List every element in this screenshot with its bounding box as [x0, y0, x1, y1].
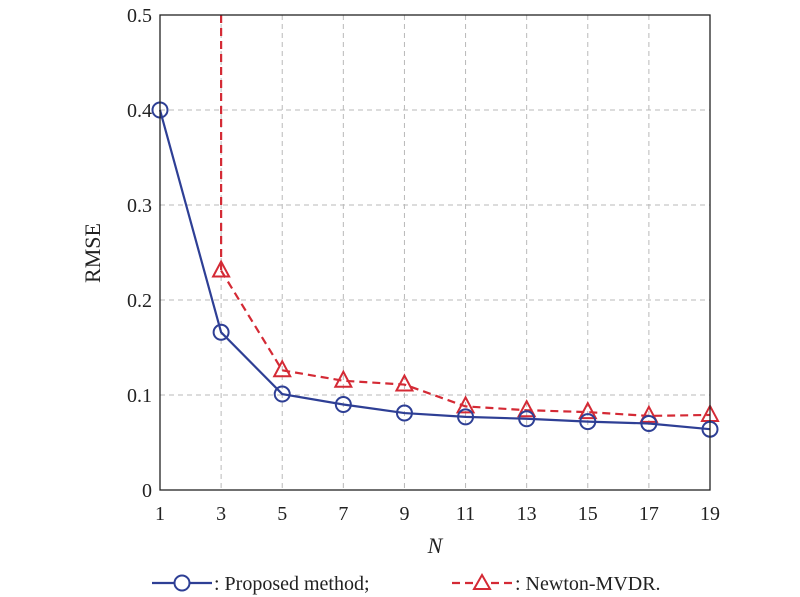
legend-marker-circle-icon [173, 574, 191, 592]
data-point-circle [640, 415, 658, 432]
legend-label-newton: : Newton-MVDR. [515, 573, 661, 595]
y-tick-label: 0 [142, 480, 152, 502]
data-point-circle [457, 408, 475, 426]
plot-frame [159, 14, 711, 491]
legend: : Proposed method; : Newton-MVDR. [152, 572, 661, 595]
data-point-triangle [639, 404, 659, 423]
x-tick-label: 17 [639, 503, 659, 525]
data-point-triangle [272, 359, 292, 378]
data-point-triangle [517, 399, 537, 418]
x-tick-label: 5 [277, 503, 287, 525]
x-tick-label: 13 [517, 503, 537, 525]
x-tick-label: 15 [578, 503, 598, 525]
series-proposed-method [151, 101, 719, 438]
data-point-circle [518, 410, 536, 428]
series-newton-mvdr [211, 15, 720, 423]
y-tick-label: 0.5 [127, 5, 152, 27]
x-tick-label: 3 [216, 503, 226, 525]
x-tick-label: 1 [155, 503, 165, 525]
data-point-triangle [394, 373, 415, 392]
data-point-circle [273, 385, 291, 403]
x-tick-label: 9 [399, 503, 409, 525]
data-point-triangle [333, 369, 354, 388]
y-tick-label: 0.2 [127, 290, 152, 312]
data-point-triangle [455, 395, 476, 414]
y-axis-title: RMSE [80, 223, 105, 283]
x-axis-title: N [427, 533, 444, 558]
legend-item-proposed: : Proposed method; [152, 573, 370, 595]
grid-lines [160, 15, 710, 490]
series-line [220, 269, 711, 418]
y-tick-label: 0.3 [127, 195, 152, 217]
legend-marker-triangle-icon [472, 572, 492, 590]
data-point-circle [579, 413, 597, 431]
data-point-triangle [578, 400, 598, 420]
data-point-circle [395, 404, 413, 422]
y-tick-label: 0.4 [127, 100, 152, 122]
data-point-triangle [211, 259, 231, 278]
x-tick-label: 11 [456, 503, 475, 525]
legend-label-proposed: : Proposed method; [214, 573, 370, 595]
x-tick-label: 19 [700, 503, 720, 525]
data-point-circle [334, 396, 352, 413]
legend-item-newton: : Newton-MVDR. [452, 572, 661, 595]
data-point-circle [212, 323, 230, 341]
x-tick-label: 7 [338, 503, 348, 525]
series-line [158, 109, 711, 431]
y-tick-label: 0.1 [127, 385, 152, 407]
series-layer [151, 15, 720, 438]
